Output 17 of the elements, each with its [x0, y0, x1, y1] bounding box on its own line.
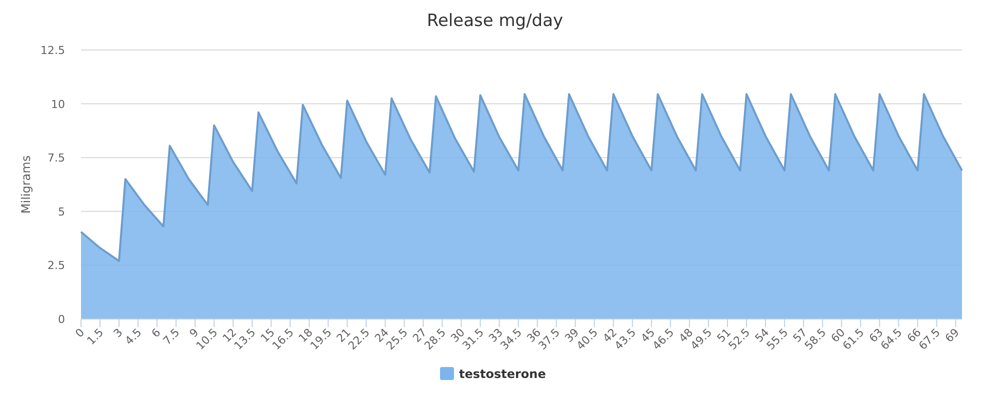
x-tick-label: 69 [942, 326, 962, 346]
x-tick-label: 7.5 [160, 326, 182, 348]
x-tick-label: 6 [149, 326, 164, 340]
x-tick-label: 3 [111, 326, 126, 340]
y-tick-label: 2.5 [48, 259, 65, 272]
chart-title: Release mg/day [426, 11, 564, 31]
y-tick-label: 10 [51, 98, 65, 111]
x-tick-label: 0 [72, 326, 88, 340]
legend-label: testosterone [459, 367, 546, 381]
y-tick-label: 12.5 [40, 44, 65, 57]
y-tick-label: 0 [58, 313, 65, 326]
x-tick-label: 4.5 [122, 326, 144, 348]
y-tick-label: 7.5 [48, 152, 65, 165]
x-tick-label: 1.5 [84, 326, 106, 348]
x-tick-label: 9 [187, 326, 202, 340]
y-axis-title: Miligrams [19, 155, 33, 214]
y-tick-label: 5 [58, 205, 65, 218]
